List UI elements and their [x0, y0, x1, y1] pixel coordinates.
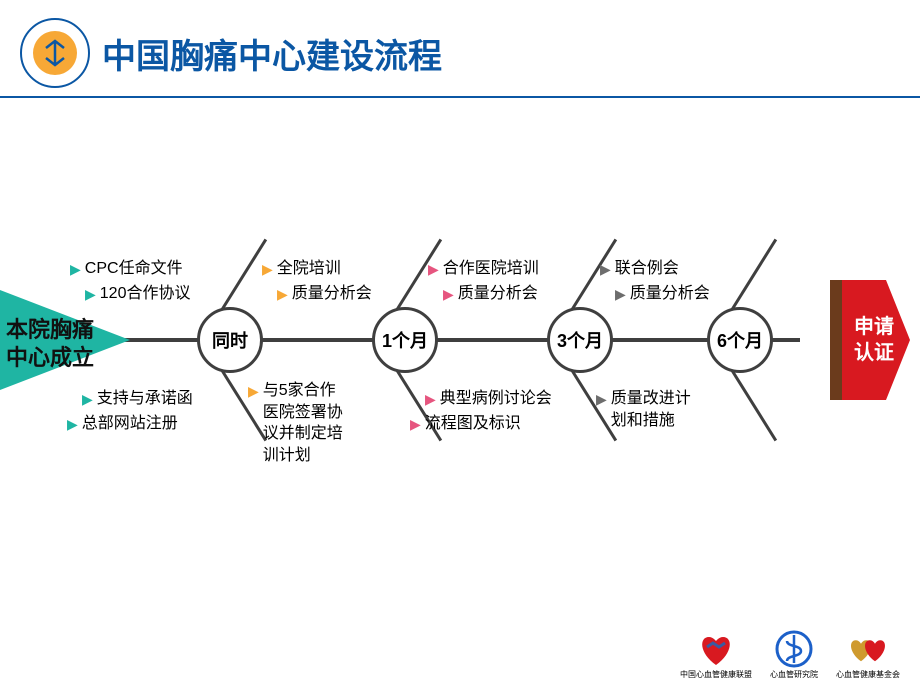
l: 训计划 [263, 447, 311, 464]
end-block: 申请 认证 [830, 280, 910, 400]
node-label: 同时 [212, 327, 248, 353]
bullet-icon: ▶ [600, 258, 611, 280]
bullet-icon: ▶ [596, 388, 607, 410]
org-logo-inner [33, 31, 77, 75]
end-label-l2: 认证 [854, 342, 894, 364]
bullet-icon: ▶ [85, 283, 96, 305]
branch-item: ▶ 全院培训 [262, 258, 341, 280]
org-logo [20, 18, 90, 88]
bullet-icon: ▶ [70, 258, 81, 280]
l: 质量改进计 [611, 390, 691, 407]
bullet-icon: ▶ [425, 388, 436, 410]
footer-logo-label: 心血管研究院 [770, 669, 818, 680]
start-label-l1: 本院胸痛 [6, 317, 94, 342]
timeline-node: 6个月 [707, 307, 773, 373]
branch-item: ▶ 流程图及标识 [410, 413, 521, 435]
branch-text: 典型病例讨论会 [440, 388, 552, 410]
branch-text: 合作医院培训 [443, 258, 539, 280]
branch-text: 质量分析会 [630, 283, 710, 305]
branch-text: 质量分析会 [458, 283, 538, 305]
l: 划和措施 [611, 412, 675, 429]
footer-logo-label: 中国心血管健康联盟 [680, 669, 752, 680]
branch-text-block: 质量改进计 划和措施 [611, 388, 691, 431]
bullet-icon: ▶ [428, 258, 439, 280]
caduceus-icon [773, 629, 815, 669]
end-label: 申请 认证 [854, 314, 894, 366]
end-bar [830, 280, 842, 400]
branch-item: ▶ 总部网站注册 [67, 413, 178, 435]
end-label-l1: 申请 [854, 316, 894, 338]
timeline-node: 3个月 [547, 307, 613, 373]
branch-text: 支持与承诺函 [97, 388, 193, 410]
bullet-icon: ▶ [410, 413, 421, 435]
branch-item: ▶ 典型病例讨论会 [425, 388, 552, 410]
branch-item: ▶ 120合作协议 [85, 283, 190, 305]
branch-item: ▶ 质量分析会 [615, 283, 710, 305]
branch-text-block: 与5家合作 医院签署协 议并制定培 训计划 [263, 380, 343, 466]
branch-text: 联合例会 [615, 258, 679, 280]
branch-item: ▶ CPC任命文件 [70, 258, 183, 280]
branch-text: 全院培训 [277, 258, 341, 280]
branch-item: ▶ 质量分析会 [277, 283, 372, 305]
branch-item: ▶ 支持与承诺函 [82, 388, 193, 410]
bullet-icon: ▶ [277, 283, 288, 305]
footer-logos: 中国心血管健康联盟 心血管研究院 心血管健康基金会 [680, 629, 900, 680]
slide-title: 中国胸痛中心建设流程 [102, 29, 442, 78]
bullet-icon: ▶ [67, 413, 78, 435]
footer-logo: 心血管研究院 [770, 629, 818, 680]
branch-text: 质量分析会 [292, 283, 372, 305]
branch-item: ▶ 合作医院培训 [428, 258, 539, 280]
bullet-icon: ▶ [248, 380, 259, 402]
start-label: 本院胸痛 中心成立 [6, 316, 94, 371]
branch-text: CPC任命文件 [85, 258, 183, 280]
slide-header: 中国胸痛中心建设流程 [0, 0, 920, 98]
footer-logo-label: 心血管健康基金会 [836, 669, 900, 680]
fishbone-diagram: 本院胸痛 中心成立 同时 1个月 3个月 6个月 申请 认证 ▶ CPC任命文件 [0, 130, 920, 550]
node-label: 3个月 [557, 327, 603, 353]
l: 与5家合作 [263, 382, 336, 399]
timeline-node: 同时 [197, 307, 263, 373]
l: 医院签署协 [263, 404, 343, 421]
node-label: 1个月 [382, 327, 428, 353]
timeline-node: 1个月 [372, 307, 438, 373]
l: 议并制定培 [263, 425, 343, 442]
branch-text: 总部网站注册 [82, 413, 178, 435]
branch-text: 120合作协议 [100, 283, 191, 305]
branch-item: ▶ 联合例会 [600, 258, 679, 280]
node-label: 6个月 [717, 327, 763, 353]
bullet-icon: ▶ [82, 388, 93, 410]
bullet-icon: ▶ [262, 258, 273, 280]
branch-item: ▶ 质量分析会 [443, 283, 538, 305]
branch-text: 流程图及标识 [425, 413, 521, 435]
footer-logo: 中国心血管健康联盟 [680, 629, 752, 680]
start-label-l2: 中心成立 [6, 345, 94, 370]
bullet-icon: ▶ [615, 283, 626, 305]
heart-icon [695, 629, 737, 669]
branch-item: ▶ 与5家合作 医院签署协 议并制定培 训计划 [248, 380, 343, 466]
bullet-icon: ▶ [443, 283, 454, 305]
footer-logo: 心血管健康基金会 [836, 629, 900, 680]
double-heart-icon [847, 629, 889, 669]
branch-item: ▶ 质量改进计 划和措施 [596, 388, 691, 431]
